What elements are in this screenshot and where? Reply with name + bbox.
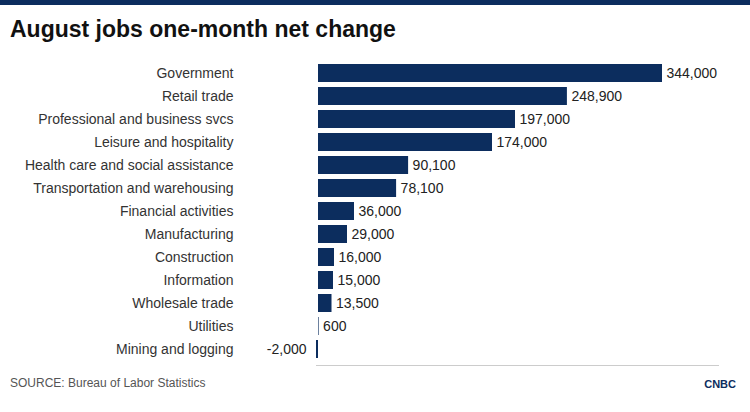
svg-text:Leisure and hospitality: Leisure and hospitality — [94, 134, 233, 150]
svg-text:Construction: Construction — [155, 249, 234, 265]
svg-text:Information: Information — [163, 272, 233, 288]
svg-text:Financial activities: Financial activities — [120, 203, 234, 219]
html-text:SOURCE: Bureau of Labor Statis: SOURCE: Bureau of Labor Statistics — [10, 376, 206, 390]
svg-text:600: 600 — [323, 318, 347, 334]
svg-text:16,000: 16,000 — [339, 249, 382, 265]
svg-text:Transportation and warehousing: Transportation and warehousing — [33, 180, 233, 196]
svg-text:344,000: 344,000 — [667, 65, 718, 81]
svg-text:Retail trade: Retail trade — [162, 88, 234, 104]
svg-text:Mining and logging: Mining and logging — [116, 341, 234, 357]
svg-text:13,500: 13,500 — [336, 295, 379, 311]
svg-text:-2,000: -2,000 — [267, 341, 307, 357]
svg-text:78,100: 78,100 — [401, 180, 444, 196]
svg-text:Professional and business svcs: Professional and business svcs — [38, 111, 233, 127]
html-text:CNBC: CNBC — [704, 378, 736, 390]
html-text:August jobs one-month net chan: August jobs one-month net change — [10, 16, 396, 42]
svg-text:29,000: 29,000 — [352, 226, 395, 242]
svg-text:248,900: 248,900 — [571, 88, 622, 104]
svg-text:Manufacturing: Manufacturing — [145, 226, 234, 242]
svg-text:174,000: 174,000 — [497, 134, 548, 150]
svg-text:Health care and social assista: Health care and social assistance — [25, 157, 234, 173]
svg-text:197,000: 197,000 — [520, 111, 571, 127]
svg-text:15,000: 15,000 — [338, 272, 381, 288]
svg-text:Government: Government — [156, 65, 233, 81]
svg-text:Utilities: Utilities — [188, 318, 233, 334]
svg-text:36,000: 36,000 — [359, 203, 402, 219]
svg-text:Wholesale trade: Wholesale trade — [132, 295, 233, 311]
svg-text:90,100: 90,100 — [413, 157, 456, 173]
